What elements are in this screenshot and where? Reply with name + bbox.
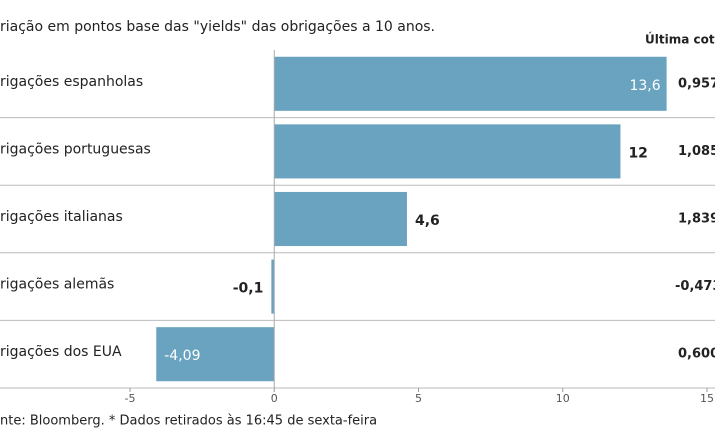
source: nte: Bloomberg. * Dados retirados às 16:…	[0, 414, 377, 429]
category-label: rigações espanholas	[0, 74, 143, 90]
category-label: rigações dos EUA	[0, 344, 122, 360]
category-label: rigações portuguesas	[0, 141, 151, 157]
bar	[274, 124, 621, 179]
quote: 1,085	[678, 144, 715, 159]
x-tick-label: 0	[271, 392, 278, 405]
value-label: 12	[628, 145, 647, 161]
value-label: 13,6	[629, 78, 660, 94]
chart-title: riação em pontos base das "yields" das o…	[0, 19, 435, 35]
quote: 0,6008	[678, 347, 715, 362]
category-label: rigações alemãs	[0, 277, 114, 293]
quote: 0,957	[678, 76, 715, 91]
value-label: -0,1	[233, 281, 264, 297]
x-tick-label: 5	[415, 392, 422, 405]
quote: -0,473	[675, 279, 715, 294]
quote: 1,839	[678, 212, 715, 227]
category-label: rigações italianas	[0, 209, 123, 225]
bar	[156, 327, 275, 382]
bar	[274, 56, 667, 111]
x-tick-label: 10	[556, 392, 570, 405]
value-label: -4,09	[164, 348, 200, 364]
bar	[271, 259, 275, 314]
x-tick-label: 15	[700, 392, 714, 405]
bar	[274, 191, 407, 247]
x-tick-label: -5	[125, 392, 136, 405]
quotes-header: Última cotaç	[645, 32, 715, 47]
value-label: 4,6	[415, 213, 440, 229]
